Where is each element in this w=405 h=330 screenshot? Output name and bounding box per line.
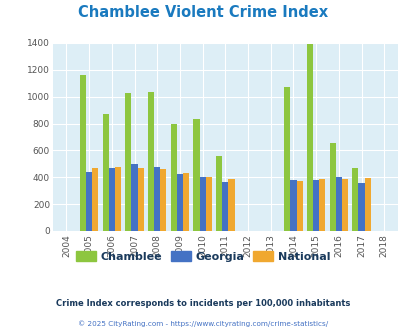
Bar bbox=[177, 174, 183, 231]
Bar bbox=[329, 143, 335, 231]
Bar bbox=[284, 87, 290, 231]
Bar bbox=[228, 179, 234, 231]
Text: Crime Index corresponds to incidents per 100,000 inhabitants: Crime Index corresponds to incidents per… bbox=[55, 299, 350, 308]
Legend: Chamblee, Georgia, National: Chamblee, Georgia, National bbox=[71, 247, 334, 267]
Bar bbox=[137, 168, 143, 231]
Bar bbox=[193, 119, 199, 231]
Bar bbox=[318, 179, 324, 231]
Bar bbox=[80, 75, 86, 231]
Bar bbox=[215, 156, 222, 231]
Bar bbox=[335, 177, 341, 231]
Bar bbox=[154, 167, 160, 231]
Bar bbox=[92, 168, 98, 231]
Bar bbox=[131, 164, 137, 231]
Bar bbox=[312, 180, 318, 231]
Bar bbox=[160, 170, 166, 231]
Bar bbox=[341, 179, 347, 231]
Bar bbox=[102, 114, 109, 231]
Bar bbox=[183, 173, 189, 231]
Bar bbox=[199, 177, 205, 231]
Bar bbox=[290, 180, 296, 231]
Bar bbox=[358, 183, 364, 231]
Text: © 2025 CityRating.com - https://www.cityrating.com/crime-statistics/: © 2025 CityRating.com - https://www.city… bbox=[78, 320, 327, 327]
Bar bbox=[148, 92, 154, 231]
Bar bbox=[86, 172, 92, 231]
Bar bbox=[171, 123, 177, 231]
Bar bbox=[222, 182, 228, 231]
Bar bbox=[115, 167, 121, 231]
Bar bbox=[352, 168, 358, 231]
Bar bbox=[205, 177, 211, 231]
Bar bbox=[109, 168, 115, 231]
Text: Chamblee Violent Crime Index: Chamblee Violent Crime Index bbox=[78, 5, 327, 20]
Bar bbox=[306, 44, 312, 231]
Bar bbox=[364, 178, 370, 231]
Bar bbox=[296, 181, 302, 231]
Bar bbox=[125, 93, 131, 231]
